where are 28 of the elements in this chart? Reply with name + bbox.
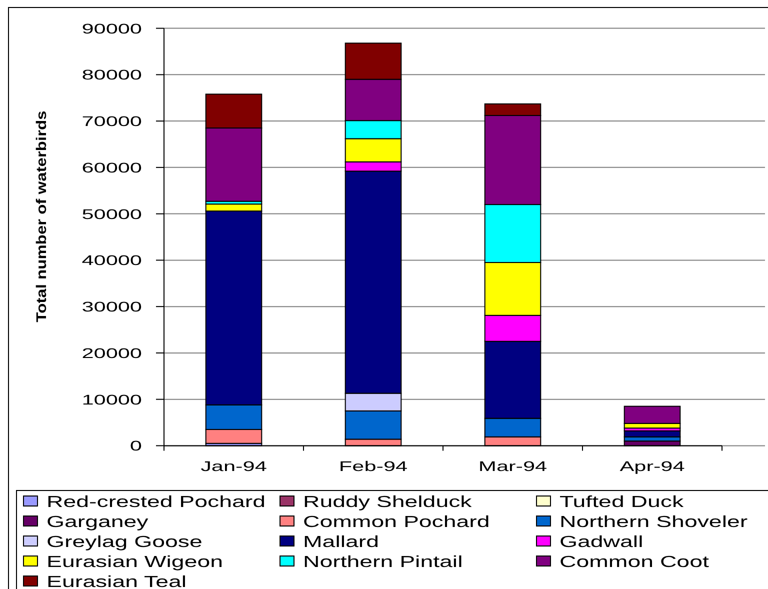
y-tick-label: 70000 bbox=[82, 113, 142, 130]
legend-label: Tufted Duck bbox=[560, 493, 684, 511]
legend-label: Garganey bbox=[46, 513, 148, 531]
x-tick-label: Mar-94 bbox=[478, 458, 548, 474]
legend-label: Common Pochard bbox=[303, 513, 490, 531]
y-tick-label: 30000 bbox=[82, 298, 142, 315]
y-tick-label: 90000 bbox=[82, 20, 142, 36]
y-tick-label: 10000 bbox=[82, 391, 142, 408]
legend-label: Ruddy Shelduck bbox=[303, 493, 472, 511]
legend-label: Northern Pintail bbox=[303, 553, 463, 571]
legend-label: Northern Shoveler bbox=[560, 513, 748, 531]
legend-label: Eurasian Wigeon bbox=[46, 553, 223, 571]
y-tick-label: 20000 bbox=[82, 344, 142, 362]
legend-label: Gadwall bbox=[560, 533, 644, 551]
y-tick-label: 0 bbox=[130, 438, 142, 454]
y-tick-label: 50000 bbox=[82, 206, 142, 222]
legend-label: Greylag Goose bbox=[46, 533, 202, 551]
y-axis-title: Total number of waterbirds bbox=[34, 110, 50, 322]
x-tick-label: Apr-94 bbox=[620, 458, 685, 474]
y-tick-label: 40000 bbox=[82, 252, 142, 268]
legend-label: Common Coot bbox=[560, 553, 710, 571]
legend-label: Mallard bbox=[303, 533, 379, 551]
legend-label: Eurasian Teal bbox=[46, 573, 187, 589]
x-tick-label: Feb-94 bbox=[338, 458, 408, 474]
x-tick-label: Jan-94 bbox=[200, 458, 267, 474]
y-tick-label: 80000 bbox=[82, 66, 142, 83]
legend-label: Red-crested Pochard bbox=[46, 493, 266, 511]
y-tick-label: 60000 bbox=[82, 159, 142, 176]
